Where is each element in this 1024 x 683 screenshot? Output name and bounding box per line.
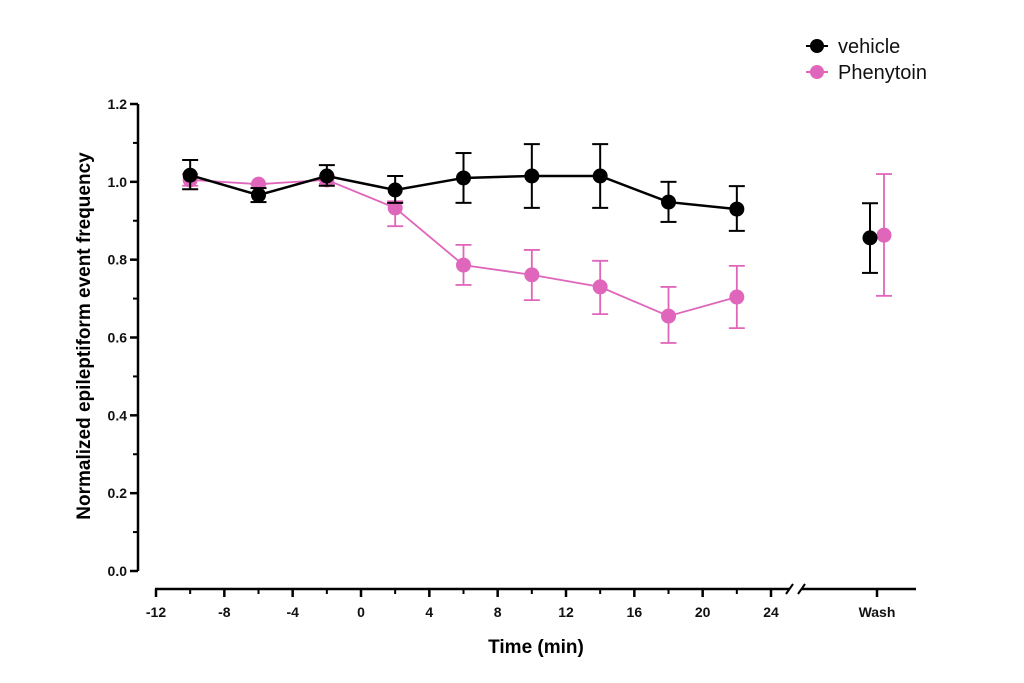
axis-break-mark — [785, 583, 794, 595]
series-layer — [182, 143, 892, 344]
x-tick-label: 20 — [695, 604, 711, 620]
data-point — [182, 167, 198, 183]
data-point — [862, 230, 878, 246]
data-point — [456, 170, 471, 186]
data-point — [387, 182, 403, 198]
y-axis-title: Normalized epileptiform event frequency — [74, 152, 95, 520]
legend-label: Phenytoin — [838, 62, 927, 84]
y-tick-label: 1.0 — [108, 174, 128, 190]
x-tick-label: -4 — [286, 604, 299, 620]
legend-marker — [810, 65, 824, 79]
x-tick-label: 8 — [494, 604, 502, 620]
data-point — [524, 168, 540, 184]
legend-item-vehicle: vehicle — [806, 36, 900, 58]
data-point — [592, 279, 608, 295]
y-tick-label: 0.6 — [108, 330, 128, 346]
y-tick-label: 0.0 — [108, 563, 128, 579]
data-point — [387, 200, 403, 216]
series-phenytoin — [182, 172, 892, 344]
x-tick-label: 24 — [763, 604, 779, 620]
x-axis: -12 -8 -4 0 4 8 12 16 20 24 Wash — [146, 583, 916, 620]
legend-marker — [810, 39, 824, 53]
legend: vehicle Phenytoin — [806, 36, 927, 84]
data-point — [524, 267, 540, 283]
x-tick-label: -8 — [218, 604, 231, 620]
data-point — [729, 289, 745, 305]
axis-break-mark — [797, 583, 806, 595]
x-axis-title: Time (min) — [488, 637, 584, 658]
legend-item-phenytoin: Phenytoin — [806, 62, 927, 84]
x-tick-label: -12 — [146, 604, 166, 620]
series-vehicle — [182, 143, 878, 274]
y-tick-label: 1.2 — [108, 96, 128, 112]
data-point — [251, 187, 266, 203]
y-tick-label: 0.8 — [108, 252, 128, 268]
data-point — [592, 168, 608, 184]
x-tick-label: 0 — [357, 604, 365, 620]
x-tick-label: 4 — [425, 604, 433, 620]
x-tick-label: 16 — [627, 604, 643, 620]
y-tick-label: 0.2 — [108, 485, 128, 501]
data-point — [661, 194, 676, 210]
y-axis: 0.0 0.2 0.4 0.6 0.8 1.0 1.2 — [108, 96, 140, 579]
data-point — [729, 201, 745, 217]
y-tick-label: 0.4 — [108, 407, 128, 423]
x-wash-label: Wash — [859, 604, 896, 620]
x-tick-label: 12 — [558, 604, 574, 620]
data-point — [876, 227, 892, 243]
legend-label: vehicle — [838, 36, 900, 58]
data-point — [319, 168, 335, 184]
data-point — [456, 257, 471, 273]
data-point — [661, 308, 676, 324]
